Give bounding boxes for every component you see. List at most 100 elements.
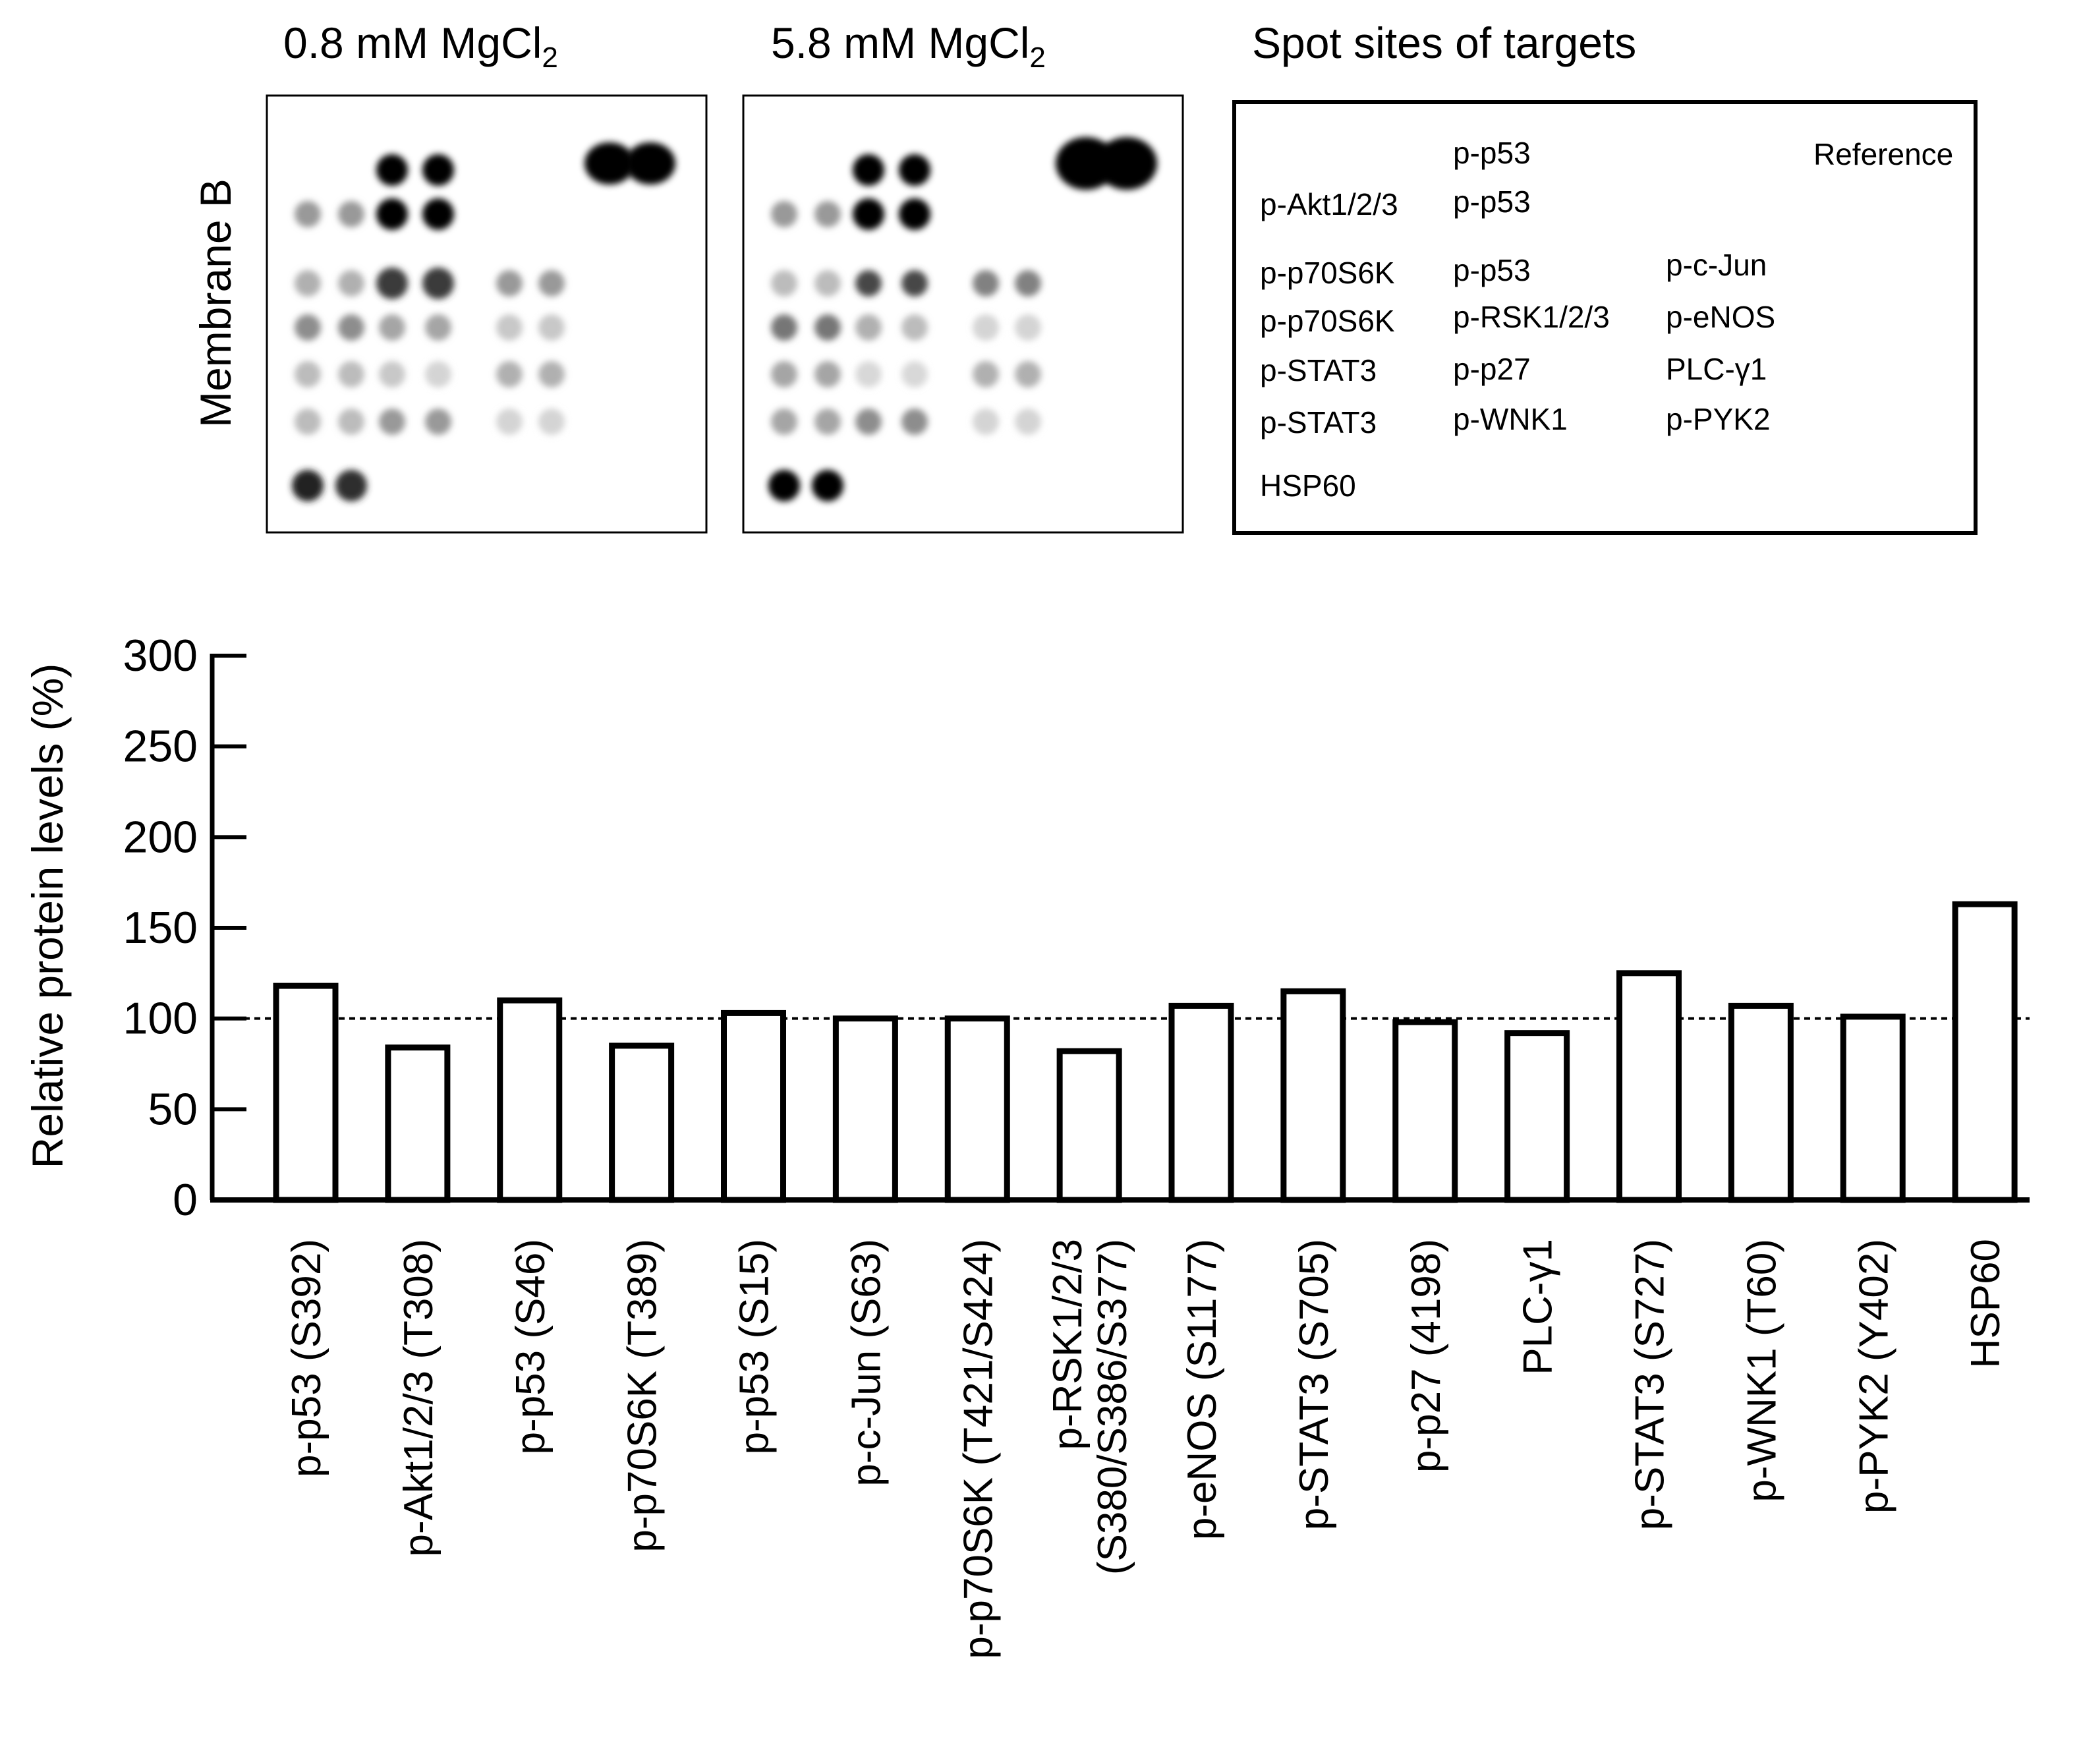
membrane-spot: [973, 409, 999, 435]
membrane-spot: [422, 198, 454, 230]
bar-chart: Relative protein levels (%) 0 50 100 150 200…: [23, 631, 2030, 1659]
bar: [1952, 901, 2018, 1203]
x-tick-label: p-eNOS (S1177): [1180, 1239, 1225, 1540]
membrane-spot: [1096, 137, 1157, 190]
bar: [385, 1044, 451, 1203]
x-tick-label: PLC-γ1: [1516, 1239, 1561, 1375]
membrane-spot: [496, 270, 523, 297]
membrane-spot: [771, 361, 797, 387]
bar: [273, 982, 339, 1203]
x-tick-label: p-p70S6K (T389): [620, 1239, 666, 1552]
membrane-spot: [538, 361, 565, 387]
x-tick-label: p-STAT3 (S705): [1292, 1239, 1337, 1530]
y-axis: 0 50 100 150 200 250 300: [123, 631, 246, 1225]
membrane-spot: [338, 361, 364, 387]
bar: [1056, 1048, 1122, 1203]
membrane-spot: [625, 142, 675, 185]
membrane-spot: [771, 201, 797, 227]
spot-map-entry: p-p70S6K: [1260, 256, 1395, 290]
bar: [1392, 1019, 1458, 1203]
spot-map-entry: p-p70S6K: [1260, 304, 1395, 338]
membrane-spot: [901, 409, 928, 435]
bar: [1280, 988, 1346, 1203]
membrane-spot: [335, 470, 367, 501]
spot-map-entry: p-STAT3: [1260, 405, 1377, 440]
bar: [832, 1015, 898, 1203]
membrane-spot: [814, 314, 841, 341]
bar: [497, 997, 563, 1203]
x-tick-label: p-p53 (S392): [284, 1239, 329, 1477]
membrane-spot: [295, 201, 321, 227]
membrane-spot: [771, 270, 797, 297]
membrane-spot: [901, 361, 928, 387]
membrane-spot: [379, 409, 405, 435]
membrane-spot: [538, 409, 565, 435]
y-tick-label: 150: [123, 903, 198, 953]
membrane-spot: [814, 270, 841, 297]
membrane-spot: [1015, 409, 1041, 435]
x-tick-labels: p-p53 (S392) p-Akt1/2/3 (T308) p-p53 (S46)…: [284, 1239, 2008, 1659]
membrane-spot: [496, 409, 523, 435]
membrane-spot: [768, 470, 800, 501]
membrane-spot: [855, 361, 882, 387]
membrane-spot: [338, 314, 364, 341]
x-tick-label: p-p27 (4198): [1404, 1239, 1449, 1473]
y-tick-label: 200: [123, 812, 198, 862]
membrane-spot: [295, 270, 321, 297]
membrane-spot: [422, 154, 454, 186]
bar: [1168, 1002, 1234, 1203]
spot-map-entry: Reference: [1813, 137, 1953, 171]
membrane-spot: [973, 314, 999, 341]
bar: [721, 1010, 786, 1203]
y-tick-label: 300: [123, 631, 198, 681]
spot-map-entry: p-c-Jun: [1666, 248, 1767, 282]
membrane-spot: [338, 270, 364, 297]
spot-map-entry: p-STAT3: [1260, 353, 1377, 387]
membrane-spot: [376, 154, 408, 186]
membrane-spot: [425, 361, 451, 387]
membrane-spot: [1015, 270, 1041, 297]
membrane-spot: [379, 314, 405, 341]
membrane-spot: [814, 409, 841, 435]
membrane-title-low-mg: 0.8 mM MgCl2: [283, 18, 558, 74]
y-tick-label: 250: [123, 722, 198, 772]
membrane-spots-high-mg: [768, 137, 1157, 501]
membrane-spot: [855, 314, 882, 341]
y-tick-label: 100: [123, 994, 198, 1044]
spot-map-title: Spot sites of targets: [1252, 18, 1636, 67]
membrane-spot: [855, 270, 882, 297]
x-tick-label: p-c-Jun (S63): [843, 1239, 889, 1487]
membrane-spot: [853, 154, 884, 186]
spot-map-entry: p-p27: [1453, 352, 1531, 386]
membrane-spot: [496, 361, 523, 387]
y-tick-label: 0: [173, 1175, 198, 1225]
membrane-spot: [814, 201, 841, 227]
y-axis-label: Relative protein levels (%): [23, 664, 72, 1169]
spot-map-entry: p-p53: [1453, 136, 1531, 170]
membrane-panel-low-mg: 0.8 mM MgCl2: [266, 18, 708, 534]
membrane-spot: [973, 270, 999, 297]
membrane-spot: [379, 361, 405, 387]
membrane-spot: [338, 201, 364, 227]
membrane-spot: [425, 314, 451, 341]
membrane-spots-low-mg: [292, 142, 675, 501]
membrane-spot: [295, 361, 321, 387]
membrane-spot: [538, 270, 565, 297]
spot-map-entry: p-eNOS: [1666, 300, 1775, 334]
bar: [1728, 1002, 1794, 1203]
membrane-spot: [771, 409, 797, 435]
membrane-spot: [295, 409, 321, 435]
membrane-spot: [853, 198, 884, 230]
x-tick-label: p-Akt1/2/3 (T308): [396, 1239, 441, 1556]
membrane-spot: [295, 314, 321, 341]
spot-map-entry: PLC-γ1: [1666, 352, 1767, 386]
spot-map-entry: p-p53: [1453, 253, 1531, 287]
bar: [1840, 1013, 1906, 1203]
spot-map-panel: Spot sites of targets p-p53 Reference p-…: [1232, 18, 1978, 535]
bar: [1504, 1030, 1570, 1203]
membrane-spot: [496, 314, 523, 341]
membrane-title-high-mg: 5.8 mM MgCl2: [771, 18, 1046, 74]
spot-map-frame: [1232, 100, 1978, 535]
bar: [944, 1015, 1010, 1203]
